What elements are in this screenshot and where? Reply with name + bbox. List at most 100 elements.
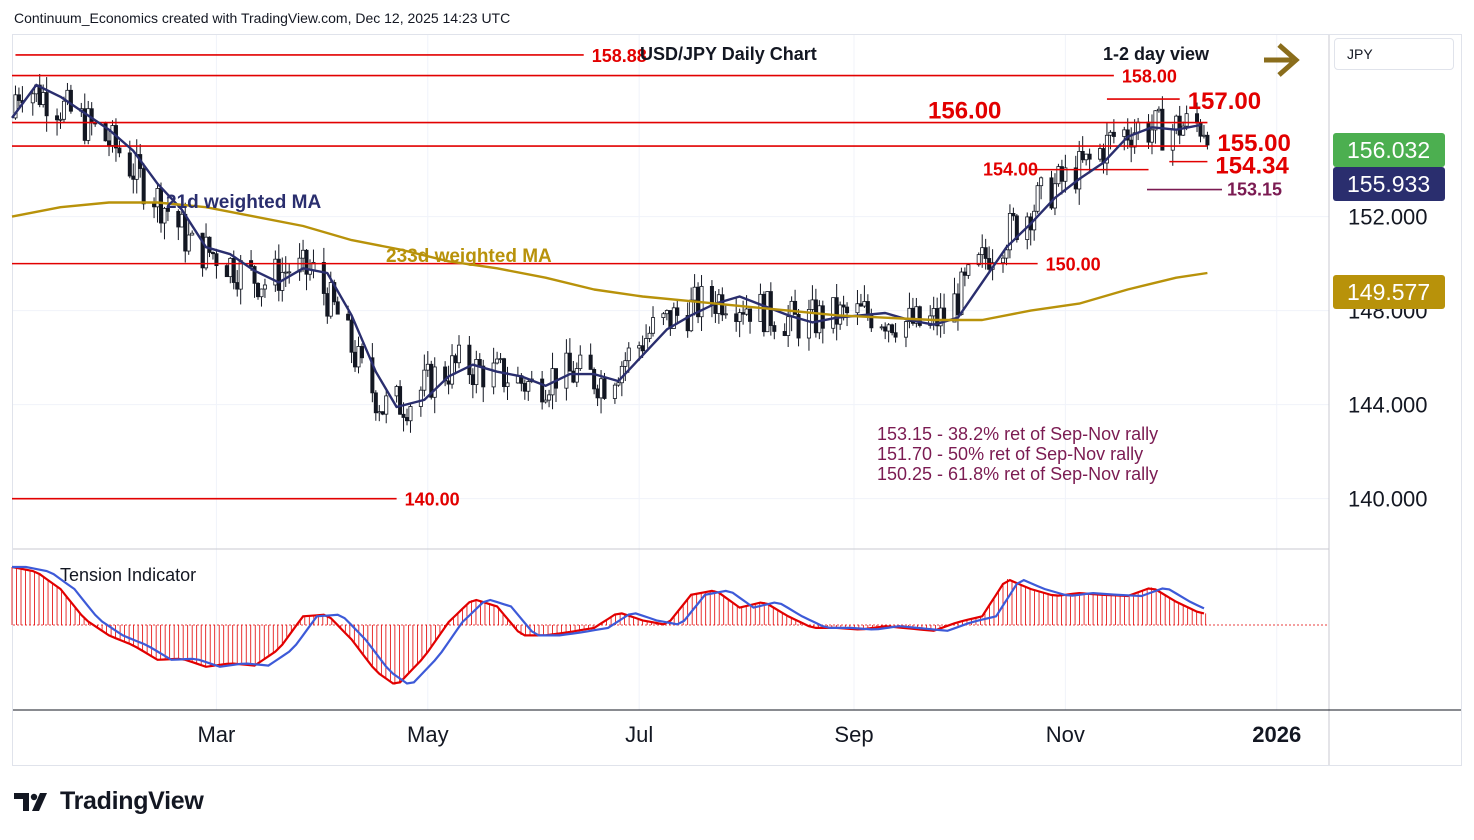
candle-body (841, 304, 846, 308)
candle-body (162, 207, 167, 224)
candle-body (301, 249, 306, 259)
candle-body (446, 380, 451, 385)
candle-body (886, 324, 891, 332)
candle-body (661, 313, 666, 318)
candle-body (599, 378, 604, 399)
candle-body (231, 257, 236, 283)
candle-body (356, 346, 361, 368)
candle-body (1011, 213, 1016, 217)
candle-body (1059, 166, 1064, 182)
candle-body (741, 312, 746, 315)
candle-body (813, 299, 818, 334)
candle-body (522, 382, 527, 392)
candle-body (474, 359, 479, 386)
candle-body (1007, 213, 1012, 251)
candle-body (418, 389, 423, 407)
level-label: 154.00 (983, 160, 1038, 180)
candle-body (671, 307, 676, 329)
candle-body (602, 378, 607, 399)
candle-body (793, 300, 798, 315)
candle-body (664, 310, 669, 315)
candle-body (1035, 185, 1040, 212)
candle-body (543, 399, 548, 403)
price-badge-label: 156.032 (1347, 137, 1430, 163)
tradingview-logo[interactable]: TradingView (14, 787, 204, 816)
candle-body (554, 368, 559, 389)
candle-body (335, 301, 340, 315)
candle-body (845, 306, 850, 314)
candle-body (370, 357, 375, 394)
candle-body (526, 381, 531, 392)
candle-body (782, 331, 787, 336)
candle-body (761, 293, 766, 333)
candle-body (1084, 153, 1089, 161)
price-badge-label: 149.577 (1347, 279, 1430, 305)
level-label: 154.34 (1215, 153, 1289, 180)
y-tick-label: 140.000 (1348, 487, 1428, 512)
candle-body (321, 262, 326, 294)
candle-body (765, 291, 770, 333)
candle-body (304, 249, 309, 275)
candle-body (540, 378, 545, 403)
currency-selector[interactable]: JPY (1334, 38, 1454, 70)
candle-body (1149, 129, 1154, 143)
candle-body (640, 345, 645, 352)
candle-body (567, 352, 572, 372)
candle-body (183, 213, 188, 252)
candle-body (328, 282, 333, 317)
candle-body (564, 352, 569, 389)
candle-body (865, 301, 870, 316)
candle-body (786, 316, 791, 336)
candle-body (297, 257, 302, 273)
x-tick-label: Nov (1046, 722, 1085, 747)
candle-body (117, 147, 122, 154)
candle-body (917, 306, 922, 326)
ma233-annotation: 233d weighted MA (386, 246, 552, 267)
candle-body (325, 293, 330, 317)
tradingview-logo-text: TradingView (60, 787, 204, 815)
level-label: 150.00 (1046, 255, 1101, 275)
candle-body (1146, 121, 1151, 143)
candle-body (903, 321, 908, 338)
candle-body (955, 293, 960, 316)
candle-body (737, 312, 742, 322)
candle-body (962, 271, 967, 276)
candle-body (252, 266, 257, 284)
candle-body (349, 319, 354, 353)
candle-body (1122, 129, 1127, 137)
candle-body (592, 369, 597, 390)
retracement-note: 153.15 - 38.2% ret of Sep-Nov rally (877, 424, 1158, 444)
candle-body (1160, 108, 1165, 151)
candle-body (1108, 131, 1113, 136)
candle-body (450, 355, 455, 385)
candle-body (214, 253, 219, 267)
candle-body (1073, 167, 1078, 190)
candle-body (262, 284, 267, 290)
tradingview-logo-icon (14, 792, 47, 811)
price-badge-label: 155.933 (1347, 171, 1430, 197)
candle-body (789, 300, 794, 318)
candle-body (110, 125, 115, 146)
candle-body (547, 394, 552, 401)
currency-label: JPY (1347, 46, 1373, 62)
candle-body (259, 288, 264, 298)
x-tick-label: 2026 (1252, 722, 1301, 747)
y-tick-label: 144.000 (1348, 393, 1428, 418)
candle-body (1156, 108, 1161, 112)
candle-body (647, 332, 652, 339)
candle-body (190, 232, 195, 236)
candle-body (41, 92, 46, 106)
indicator-fast-line (11, 565, 1205, 685)
candle-body (186, 234, 191, 252)
candle-body (723, 313, 728, 316)
candle-body (491, 362, 496, 388)
candle-body (228, 257, 233, 278)
retracement-label: 153.15 (1227, 180, 1282, 200)
price-badge: 155.933 (1333, 167, 1445, 201)
candle-body (210, 252, 215, 255)
candle-body (353, 351, 358, 368)
candle-body (744, 308, 749, 315)
candle-body (931, 308, 936, 317)
candle-body (394, 386, 399, 397)
